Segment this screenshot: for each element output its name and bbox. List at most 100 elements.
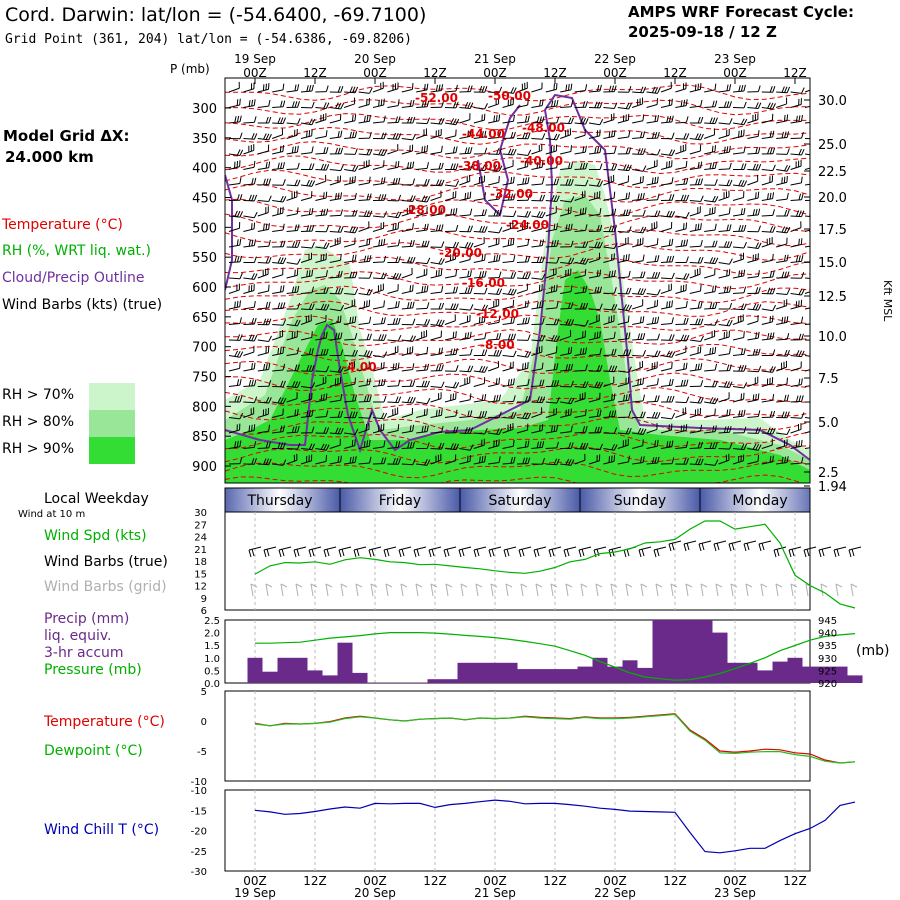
wind-barb [286, 347, 299, 356]
wind-barb [689, 99, 703, 108]
wind-barb [286, 145, 299, 155]
wind-barb-feather [640, 271, 643, 278]
wind-barb [387, 177, 401, 186]
wind-barb-feather [712, 100, 715, 108]
wind-barb-feather [685, 284, 687, 291]
wind-barb [516, 317, 530, 325]
wind-barb-10m-feather [641, 548, 645, 557]
wind-barb-feather [395, 317, 399, 325]
wind-barb-grid-staff [835, 583, 839, 597]
wind-barb [718, 364, 732, 372]
wind-barb-feather [392, 132, 397, 140]
wind-barb-feather [742, 252, 745, 260]
wind-barb-staff [516, 182, 528, 186]
wind-barb-feather [541, 133, 546, 140]
wind-barb-staff [430, 459, 442, 465]
wind-barb [732, 364, 747, 372]
wind-barb-staff [473, 242, 485, 248]
wind-barb-staff [430, 134, 442, 139]
wind-barb-staff [632, 181, 643, 186]
wind-barb-feather [683, 317, 687, 325]
wind-barb [372, 351, 388, 358]
wind-barb-feather [613, 376, 615, 383]
wind-barb-feather [397, 424, 400, 431]
wind-barb-feather [668, 334, 673, 341]
wind-barb-10m-staff [293, 546, 307, 551]
legend-wind-speed: Wind Spd (kts) [44, 528, 147, 544]
wind-barb-staff [689, 138, 701, 141]
wind-barb [286, 409, 299, 418]
wind-barb-feather [323, 192, 325, 199]
wind-barb-feather [666, 255, 669, 263]
wind-barb-staff [776, 231, 788, 234]
wind-barb-feather [366, 395, 370, 402]
wind-barb-feather [771, 438, 773, 446]
wind-barb-feather [697, 83, 699, 91]
wind-barb-feather [248, 100, 251, 107]
wind-barb-feather [801, 87, 805, 94]
wind-barb-staff [488, 169, 500, 172]
wind-barb-feather [253, 160, 256, 168]
wind-barb [488, 86, 503, 94]
wind-barb-10m [263, 546, 277, 558]
wind-barb-feather [637, 239, 639, 246]
wind-barb-feather [335, 102, 339, 109]
wind-barb-staff [617, 338, 629, 341]
wind-barb [588, 224, 603, 232]
wind-barb-feather [697, 178, 701, 185]
wind-barb [560, 223, 573, 232]
wind-barb [603, 454, 616, 465]
wind-barb-feather [582, 426, 586, 433]
wind-barb [228, 283, 240, 294]
wind-barb-staff [257, 368, 269, 372]
wind-barb [545, 82, 558, 93]
wind-barb-feather [397, 284, 399, 291]
wind-barb-staff [646, 227, 658, 232]
wind-barb-feather [510, 317, 513, 324]
wind-barb-feather [813, 379, 816, 385]
wind-barb [502, 221, 514, 232]
wind-barb [459, 174, 471, 186]
wind-barb-staff [545, 368, 557, 372]
wind-barb-staff [747, 107, 759, 109]
wind-barb-staff [704, 274, 715, 279]
wind-barb-feather [784, 411, 788, 418]
wind-barb-feather [377, 285, 379, 292]
wind-barb-feather [378, 334, 382, 341]
wind-barb-feather [798, 115, 801, 122]
wind-barb-feather [585, 364, 588, 371]
wind-barb-feather [565, 84, 568, 91]
wind-barb [315, 303, 330, 311]
wind-barb-feather [668, 395, 672, 403]
wind-barb-staff [617, 214, 629, 217]
wind-barb-staff [588, 386, 600, 389]
wind-barb-staff [603, 214, 615, 217]
wind-barb [228, 132, 243, 140]
wind-barb [228, 238, 242, 248]
wind-barb-10m-feather [833, 549, 837, 558]
wind-barb-feather [366, 333, 370, 341]
wind-barb-feather [368, 114, 371, 122]
wind-barb-feather [699, 144, 702, 151]
wind-barb-feather [767, 427, 771, 434]
wind-barb [603, 163, 618, 171]
wind-barb-feather [596, 381, 601, 388]
wind-barb-feather [337, 332, 340, 340]
wind-barb-feather [311, 101, 315, 109]
wind-barb-feather [772, 349, 776, 356]
wind-barb [660, 177, 674, 186]
wind-barb-staff [286, 398, 298, 403]
wind-barb [315, 113, 327, 124]
wind-barb-feather [656, 176, 659, 183]
wind-barb-feather [277, 397, 282, 404]
wind-barb-staff [545, 88, 557, 93]
wind-barb-staff [329, 119, 341, 124]
wind-barb [444, 381, 460, 389]
wind-barb-grid [310, 583, 318, 597]
wind-barb-staff [646, 417, 658, 419]
wind-barb-staff [747, 308, 759, 311]
wind-barb [300, 146, 314, 155]
wind-barb-feather [726, 409, 729, 416]
wind-barb-feather [729, 101, 732, 108]
wind-barb-feather [671, 149, 676, 156]
